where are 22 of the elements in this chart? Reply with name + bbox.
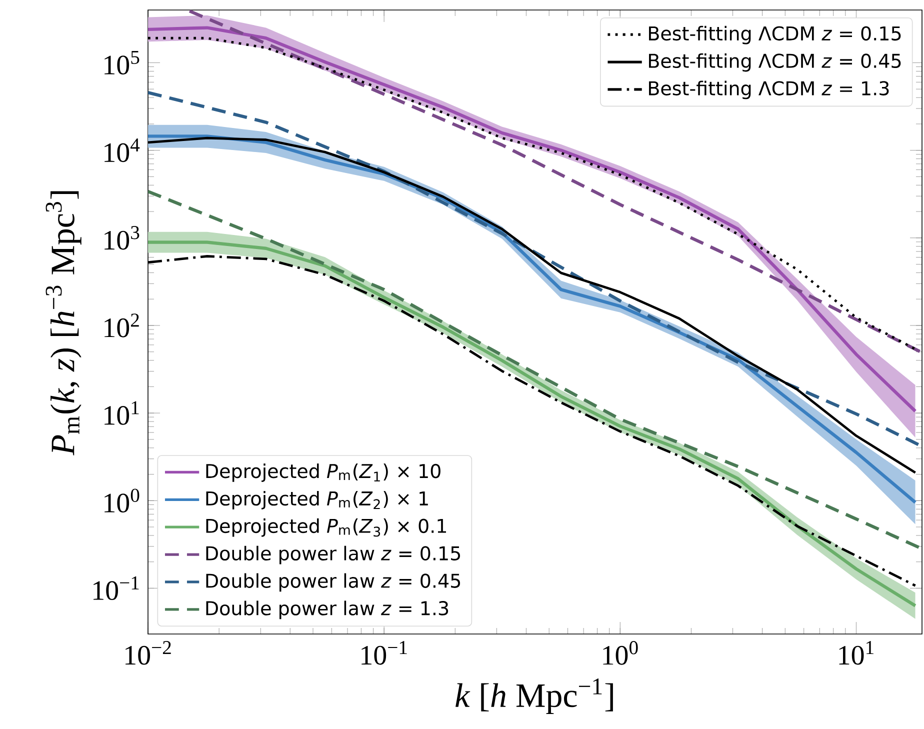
legend-label: Deprojected P$_{m}$(Z$_{1}$) × 10 — [206, 464, 440, 482]
legend-label: Deprojected P$_{m}$(Z$_{3}$) × 0.1 — [206, 518, 446, 537]
x-tick-label: 10$^{0}$ — [603, 641, 638, 665]
y-tick-label: 10$^{−1}$ — [94, 576, 139, 600]
legend-label: Double power law z = 0.45 — [206, 573, 460, 592]
legend-label: Best-fitting ΛCDM z = 0.15 — [649, 26, 901, 44]
legend-label: Best-fitting ΛCDM z = 1.3 — [649, 80, 889, 100]
x-tick-label: 10$^{1}$ — [839, 641, 874, 665]
y-tick-label: 10$^{0}$ — [104, 488, 140, 513]
legend-label: Double power law z = 1.3 — [206, 600, 448, 620]
legend-label: Best-fitting ΛCDM z = 0.45 — [649, 53, 901, 72]
text: P$_{m}$(k, z) [h$^{−3}$ Mpc$^{3}$] — [46, 191, 82, 456]
y-tick-label: 10$^{1}$ — [104, 401, 139, 425]
y-tick-label: 10$^{2}$ — [104, 314, 139, 338]
x-tick-label: 10$^{−1}$ — [362, 641, 407, 665]
legend-label: Double power law z = 0.15 — [206, 546, 460, 564]
x-tick-label: 10$^{−2}$ — [126, 641, 171, 665]
y-tick-label: 10$^{4}$ — [104, 138, 140, 162]
y-tick-label: 10$^{3}$ — [104, 226, 140, 250]
legend-label: Deprojected P$_{m}$(Z$_{2}$) × 1 — [206, 490, 428, 510]
x-axis-title: k [h Mpc$^{−1}$] — [456, 678, 613, 714]
y-tick-label: 10$^{5}$ — [104, 50, 140, 75]
